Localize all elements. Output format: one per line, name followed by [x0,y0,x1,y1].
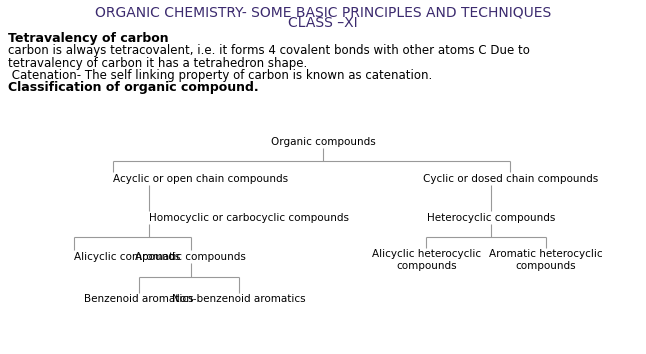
Text: Benzenoid aromatics: Benzenoid aromatics [84,294,194,304]
Text: Cyclic or dosed chain compounds: Cyclic or dosed chain compounds [422,174,598,184]
Text: CLASS –XI: CLASS –XI [288,16,358,30]
Text: Aromatic heterocyclic
compounds: Aromatic heterocyclic compounds [489,249,603,271]
Text: Non-benzenoid aromatics: Non-benzenoid aromatics [172,294,306,304]
Text: Acyclic or open chain compounds: Acyclic or open chain compounds [113,174,288,184]
Text: Heterocyclic compounds: Heterocyclic compounds [427,213,555,223]
Text: Catenation- The self linking property of carbon is known as catenation.: Catenation- The self linking property of… [8,69,432,82]
Text: Organic compounds: Organic compounds [271,137,375,147]
Text: Aromatic compounds: Aromatic compounds [135,252,246,262]
Text: tetravalency of carbon it has a tetrahedron shape.: tetravalency of carbon it has a tetrahed… [8,57,307,69]
Text: Alicyclic compounds: Alicyclic compounds [74,252,181,262]
Text: Alicyclic heterocyclic
compounds: Alicyclic heterocyclic compounds [372,249,481,271]
Text: ORGANIC CHEMISTRY- SOME BASIC PRINCIPLES AND TECHNIQUES: ORGANIC CHEMISTRY- SOME BASIC PRINCIPLES… [95,5,551,19]
Text: Homocyclic or carbocyclic compounds: Homocyclic or carbocyclic compounds [149,213,349,223]
Text: carbon is always tetracovalent, i.e. it forms 4 covalent bonds with other atoms : carbon is always tetracovalent, i.e. it … [8,44,530,57]
Text: Tetravalency of carbon: Tetravalency of carbon [8,32,169,45]
Text: Classification of organic compound.: Classification of organic compound. [8,81,258,94]
